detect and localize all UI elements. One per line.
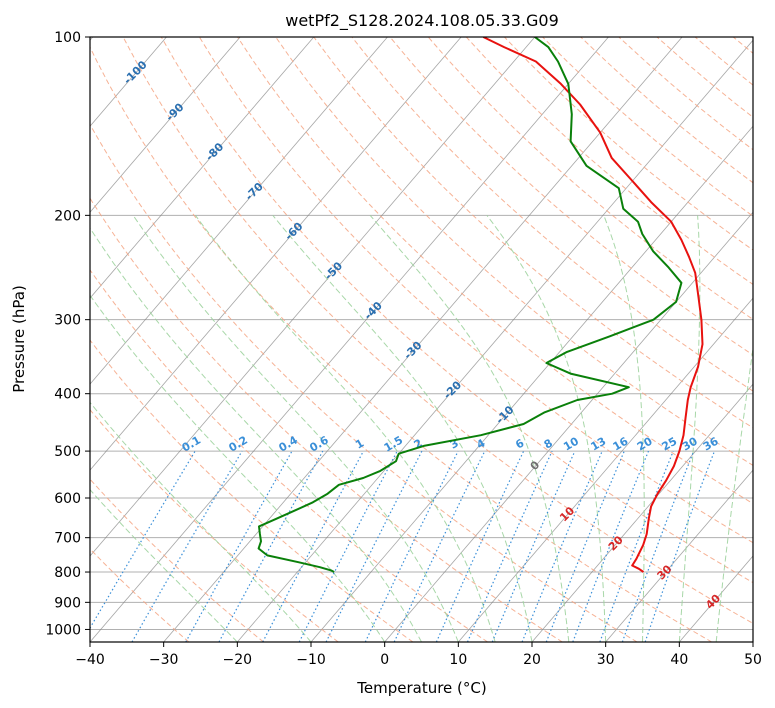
x-tick-label: 20 xyxy=(523,652,541,668)
isotherm-line xyxy=(384,211,753,642)
dry-adiabat xyxy=(427,37,753,321)
isotherm-line xyxy=(237,39,753,642)
x-tick-label: −30 xyxy=(149,652,179,668)
sounding-series xyxy=(257,37,704,573)
mixing-ratio-line xyxy=(491,450,576,642)
dry-adiabat xyxy=(90,478,264,642)
y-tick-label: 1000 xyxy=(45,622,81,638)
mixing-ratio-line xyxy=(521,450,603,642)
y-axis: 100 200 300 400 500 600 700 800 900 1000 xyxy=(45,30,90,638)
y-axis-label: Pressure (hPa) xyxy=(10,285,28,393)
isotherm-line xyxy=(90,37,609,642)
moist-adiabat xyxy=(603,215,645,642)
dry-adiabat xyxy=(313,37,753,429)
isotherm-line xyxy=(90,37,388,385)
y-tick-label: 600 xyxy=(54,491,81,507)
mixing-ratio-line xyxy=(545,450,625,642)
isotherm-line xyxy=(531,383,753,642)
x-tick-label: 30 xyxy=(597,652,615,668)
plot-area: -100-90-80-70-60-50-40-30-20-10010203040… xyxy=(90,37,753,642)
x-tick-label: 0 xyxy=(380,652,389,668)
y-tick-label: 800 xyxy=(54,565,81,581)
y-tick-label: 900 xyxy=(54,595,81,611)
x-tick-label: 50 xyxy=(744,652,762,668)
isotherm-line xyxy=(605,469,753,642)
x-tick-label: 40 xyxy=(670,652,688,668)
moist-adiabat xyxy=(369,214,570,642)
mixing-ratio-line xyxy=(325,450,423,642)
isotherm-line xyxy=(310,125,753,642)
temperature-profile-line xyxy=(482,37,704,573)
moist-adiabat xyxy=(678,215,701,642)
x-tick-label: −40 xyxy=(75,652,105,668)
background-lines xyxy=(90,37,753,642)
moist-adiabat xyxy=(90,227,422,642)
y-tick-label: 400 xyxy=(54,387,81,403)
mixing-ratio-line xyxy=(644,450,716,642)
mixing-ratio-line xyxy=(572,450,650,642)
y-tick-label: 100 xyxy=(54,30,81,46)
x-tick-label: 10 xyxy=(449,652,467,668)
moist-adiabat xyxy=(90,401,312,642)
isotherm-line xyxy=(90,37,315,299)
y-tick-label: 200 xyxy=(54,208,81,224)
plot-frame xyxy=(89,36,754,643)
dewpoint-profile-line xyxy=(257,37,683,573)
mixing-ratio-line xyxy=(218,450,324,642)
mixing-ratio-line xyxy=(466,450,553,642)
y-tick-label: 300 xyxy=(54,313,81,329)
x-tick-label: −10 xyxy=(296,652,326,668)
moist-adiabat xyxy=(90,294,386,642)
dry-adiabat xyxy=(237,37,753,505)
isotherm-line xyxy=(163,37,683,642)
x-tick-label: −20 xyxy=(223,652,253,668)
isotherm-line xyxy=(458,297,753,642)
isotherm-line xyxy=(90,37,536,557)
y-tick-label: 500 xyxy=(54,444,81,460)
mixing-ratio-line xyxy=(185,450,293,642)
x-axis: −40 −30 −20 −10 0 10 20 30 40 50 xyxy=(75,642,762,668)
mixing-ratio-line xyxy=(621,450,695,642)
dry-adiabat xyxy=(90,269,488,642)
moist-adiabat xyxy=(272,214,533,642)
mixing-ratio-line xyxy=(599,450,674,642)
dry-adiabat xyxy=(90,408,339,642)
y-tick-label: 700 xyxy=(54,531,81,547)
moist-adiabat xyxy=(132,215,459,642)
dry-adiabat xyxy=(389,37,753,356)
dry-adiabat xyxy=(122,37,753,624)
moist-adiabat xyxy=(715,344,753,642)
x-axis-label: Temperature (°C) xyxy=(356,679,486,697)
dry-adiabat xyxy=(90,123,638,642)
dry-adiabat xyxy=(275,37,753,466)
chart-title: wetPf2_S128.2024.108.05.33.G09 xyxy=(285,11,559,31)
isotherm-line xyxy=(90,37,462,471)
dry-adiabat xyxy=(90,197,563,642)
dry-adiabat xyxy=(90,46,712,642)
isotherm-line xyxy=(90,37,241,213)
